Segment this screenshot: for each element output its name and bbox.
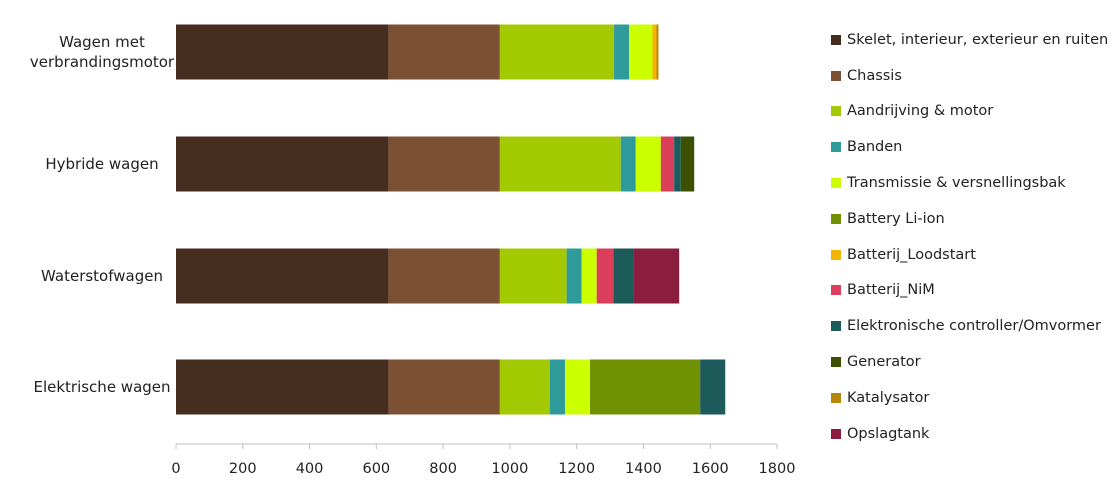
bar-segment <box>652 24 657 80</box>
legend-label: Banden <box>847 139 903 156</box>
legend-label: Katalysator <box>847 389 930 406</box>
bar-segment <box>388 136 500 192</box>
x-tick-label: 800 <box>429 461 457 477</box>
legend-label: Battery Li-ion <box>847 210 945 227</box>
bar-segment <box>680 136 695 192</box>
bar-segment <box>614 24 630 80</box>
bars-group <box>176 24 726 415</box>
legend-swatch <box>831 357 841 368</box>
legend-label: Generator <box>847 354 921 371</box>
legend-swatch <box>831 34 841 45</box>
bar-segment <box>596 248 614 304</box>
legend-swatch <box>831 321 841 332</box>
legend-label: Aandrijving & motor <box>847 103 994 120</box>
legend-label: Elektronische controller/Omvormer <box>847 318 1101 335</box>
bar-segment <box>581 248 597 304</box>
category-label: Hybride wagen <box>45 155 158 173</box>
stacked-bar-chart: 0 200 400 600 800 1000 1200 1400 1600 1800 Wagen … <box>30 24 795 477</box>
legend-label: Batterij_Loodstart <box>847 246 976 263</box>
legend-item: Batterij_Loodstart <box>831 237 1116 273</box>
bar-segment <box>176 24 389 80</box>
legend-swatch <box>831 285 841 296</box>
legend-label: Chassis <box>847 67 902 84</box>
bar-segment <box>499 136 621 192</box>
bar-segment <box>674 136 681 192</box>
legend-swatch <box>831 249 841 260</box>
bar-segment <box>388 359 500 415</box>
legend-item: Transmissie & versnellingsbak <box>831 165 1116 201</box>
x-tick-label: 400 <box>296 461 324 477</box>
bar-segment <box>629 24 653 80</box>
legend-swatch <box>831 428 841 439</box>
x-tick-label: 1200 <box>558 461 595 477</box>
bar-segment <box>660 136 675 192</box>
legend-item: Aandrijving & motor <box>831 94 1116 130</box>
legend-item: Elektronische controller/Omvormer <box>831 308 1116 344</box>
bar-segment <box>176 359 389 415</box>
legend-item: Battery Li-ion <box>831 201 1116 237</box>
legend-item: Batterij_NiM <box>831 273 1116 309</box>
bar-segment <box>564 359 591 415</box>
bar-segment <box>499 24 615 80</box>
x-tick-label: 1400 <box>625 461 662 477</box>
x-tick-label: 1800 <box>759 461 796 477</box>
legend-swatch <box>831 392 841 403</box>
bar-segment <box>635 136 661 192</box>
bar-segment <box>388 24 500 80</box>
legend: Skelet, interieur, exterieur en ruiten Ch… <box>831 22 1116 452</box>
category-label: Wagen met <box>59 33 145 51</box>
bar-segment <box>499 359 550 415</box>
legend-swatch <box>831 142 841 153</box>
x-tick-label: 600 <box>362 461 390 477</box>
legend-label: Opslagtank <box>847 425 930 442</box>
x-tick-label: 200 <box>229 461 257 477</box>
legend-item: Banden <box>831 129 1116 165</box>
legend-swatch <box>831 106 841 117</box>
x-tick-label: 1000 <box>491 461 528 477</box>
bar-segment <box>388 248 500 304</box>
legend-label: Batterij_NiM <box>847 282 935 299</box>
x-tick-label: 0 <box>171 461 180 477</box>
category-label: Waterstofwagen <box>41 267 163 285</box>
legend-label: Skelet, interieur, exterieur en ruiten <box>847 31 1109 48</box>
bar-segment <box>176 136 389 192</box>
x-axis-ticks: 0 200 400 600 800 1000 1200 1400 1600 1800 <box>171 444 795 477</box>
bar-segment <box>590 359 701 415</box>
legend-item: Skelet, interieur, exterieur en ruiten <box>831 22 1116 58</box>
legend-swatch <box>831 70 841 81</box>
bar-segment <box>499 248 567 304</box>
category-label: Elektrische wagen <box>33 378 170 396</box>
legend-item: Katalysator <box>831 380 1116 416</box>
bar-segment <box>176 248 389 304</box>
legend-item: Chassis <box>831 58 1116 94</box>
bar-segment <box>566 248 582 304</box>
legend-item: Generator <box>831 344 1116 380</box>
legend-swatch <box>831 213 841 224</box>
legend-swatch <box>831 178 841 189</box>
bar-segment <box>633 248 680 304</box>
legend-label: Transmissie & versnellingsbak <box>847 175 1066 192</box>
bar-segment <box>656 24 659 80</box>
bar-segment <box>549 359 565 415</box>
legend-item: Opslagtank <box>831 416 1116 452</box>
x-tick-label: 1600 <box>692 461 729 477</box>
category-label: verbrandingsmotor <box>30 53 175 71</box>
category-labels: Wagen met verbrandingsmotor Hybride wagen W… <box>30 33 175 396</box>
bar-segment <box>700 359 726 415</box>
bar-segment <box>613 248 634 304</box>
bar-segment <box>620 136 636 192</box>
